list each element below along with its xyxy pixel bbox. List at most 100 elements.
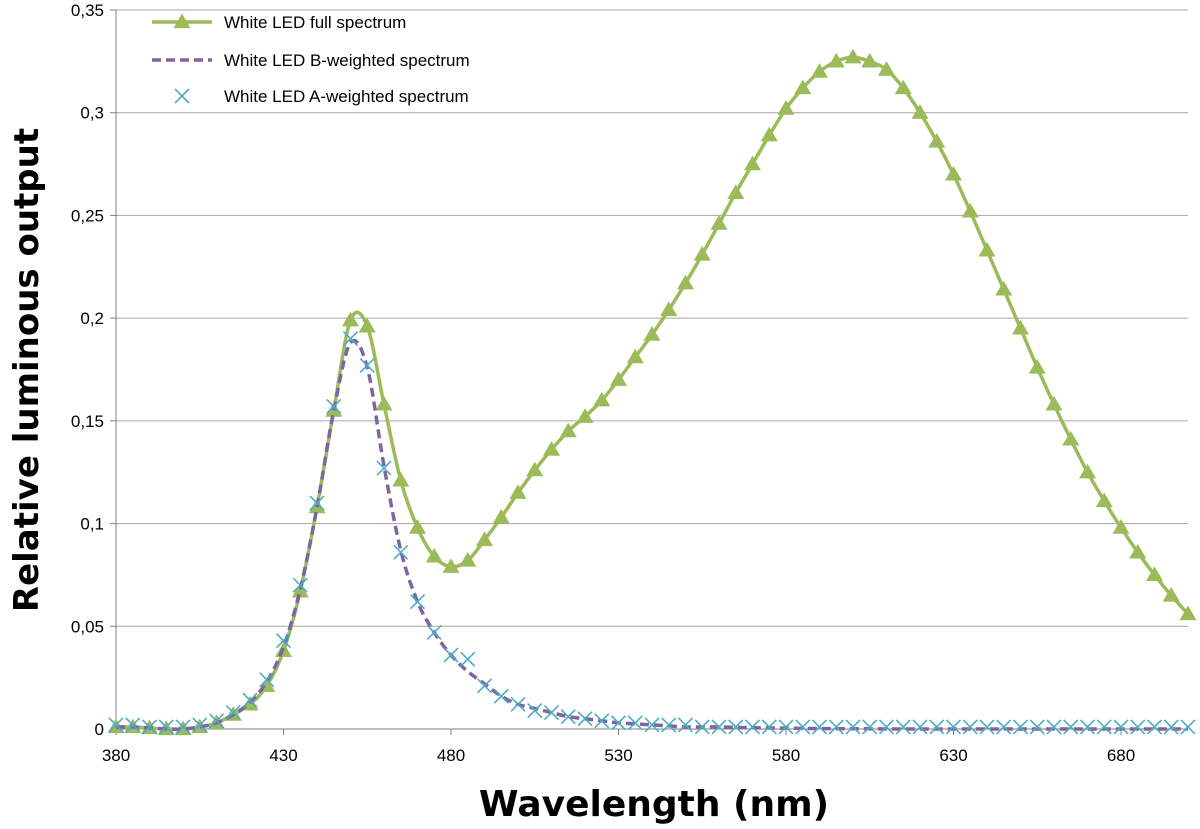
full-spectrum-point [442, 558, 460, 573]
a-weighted-point [711, 719, 727, 735]
series-3 [108, 331, 1196, 735]
x-tick-label: 630 [939, 746, 967, 765]
x-marker-stroke [1130, 719, 1146, 735]
full-spectrum-point [811, 63, 828, 78]
a-weighted-point [158, 719, 174, 735]
full-spectrum-point [744, 155, 761, 171]
x-marker-stroke [661, 717, 677, 733]
a-weighted-point [225, 705, 241, 721]
x-marker-stroke [1146, 719, 1163, 735]
full-spectrum-point [1012, 319, 1029, 335]
a-weighted-point [778, 719, 794, 735]
a-weighted-point [761, 719, 777, 735]
x-marker-stroke [108, 717, 124, 733]
a-weighted-point [527, 702, 543, 719]
a-weighted-point [125, 717, 141, 733]
a-weighted-point [962, 719, 978, 735]
x-tick-label: 580 [772, 746, 800, 765]
full-spectrum-point [626, 348, 644, 364]
full-spectrum-point [861, 52, 879, 68]
y-axis-title: Relative luminous output [7, 128, 47, 612]
x-marker-stroke [1163, 719, 1179, 735]
a-weighted-point [393, 544, 409, 560]
x-marker-stroke [493, 688, 509, 704]
full-spectrum-point [794, 79, 812, 95]
legend-label: White LED full spectrum [224, 13, 406, 32]
full-spectrum-point [1129, 543, 1147, 559]
x-marker-stroke [342, 331, 359, 347]
full-spectrum-point [291, 582, 309, 598]
a-weighted-point [811, 719, 828, 735]
a-weighted-point [878, 719, 895, 735]
x-marker-stroke [627, 715, 643, 731]
legend-item-2: White LED B-weighted spectrum [152, 51, 470, 70]
full-spectrum-point [1146, 566, 1163, 582]
x-marker-stroke [1113, 719, 1129, 735]
x-marker-stroke [409, 594, 426, 610]
y-tick-label: 0 [95, 720, 104, 739]
a-weighted-point [443, 647, 459, 663]
full-spectrum-point [1045, 395, 1063, 411]
x-marker-stroke [192, 717, 208, 733]
a-weighted-point [577, 711, 593, 727]
x-marker-stroke [962, 719, 978, 735]
a-weighted-point [208, 713, 225, 729]
x-marker-stroke [912, 719, 928, 735]
full-spectrum-point [358, 317, 376, 333]
a-weighted-point [945, 719, 962, 735]
x-marker-stroke [259, 672, 275, 688]
legend-item-3: White LED A-weighted spectrum [174, 87, 469, 106]
a-weighted-point [862, 719, 878, 735]
full-spectrum-point [660, 301, 678, 317]
full-spectrum-point [1062, 430, 1080, 446]
full-spectrum-point [492, 508, 510, 524]
x-marker-stroke [945, 719, 962, 735]
x-marker-stroke [929, 719, 945, 735]
x-marker-stroke [158, 719, 174, 735]
x-marker-stroke [510, 696, 526, 712]
full-spectrum-point [509, 484, 527, 499]
a-weighted-point [677, 717, 694, 733]
x-axis-title: Wavelength (nm) [479, 784, 829, 825]
x-marker-stroke [1063, 719, 1079, 735]
a-weighted-point [510, 696, 526, 712]
legend-swatch-marker [174, 88, 190, 104]
full-spectrum-point [526, 461, 544, 477]
a-weighted-point [912, 719, 928, 735]
x-marker-stroke [1180, 719, 1196, 735]
a-weighted-point [409, 594, 426, 610]
full-spectrum-point [945, 165, 962, 181]
full-spectrum-point [911, 104, 929, 119]
x-marker-stroke [443, 647, 459, 663]
full-spectrum-point [476, 531, 493, 547]
x-marker-stroke [393, 544, 409, 560]
full-spectrum-point [1095, 492, 1113, 508]
full-spectrum-point [1162, 586, 1180, 602]
a-weighted-point [795, 719, 811, 735]
full-spectrum-point [677, 274, 694, 290]
x-tick-label: 430 [269, 746, 297, 765]
full-spectrum-line [115, 55, 1190, 731]
full-spectrum-point [425, 547, 443, 563]
a-weighted-point [644, 717, 660, 733]
full-spectrum-point [827, 52, 845, 68]
a-weighted-point [1079, 719, 1096, 735]
a-weighted-point [476, 678, 493, 694]
x-marker-stroke [426, 624, 442, 641]
x-marker-stroke [694, 719, 710, 735]
full-spectrum-point [1079, 463, 1096, 479]
y-tick-label: 0,35 [71, 1, 104, 20]
full-spectrum-point [995, 280, 1013, 296]
a-weighted-point [1029, 719, 1045, 735]
full-spectrum-point [693, 245, 711, 261]
x-marker-stroke [828, 719, 844, 735]
x-tick-label: 680 [1107, 746, 1135, 765]
y-tick-label: 0,1 [80, 515, 104, 534]
a-weighted-point [342, 331, 359, 347]
y-tick-label: 0,05 [71, 617, 104, 636]
x-marker-stroke [527, 702, 543, 719]
x-marker-stroke [811, 719, 828, 735]
a-weighted-point [108, 717, 124, 733]
x-marker-stroke [728, 719, 744, 735]
full-spectrum-point [342, 311, 359, 327]
